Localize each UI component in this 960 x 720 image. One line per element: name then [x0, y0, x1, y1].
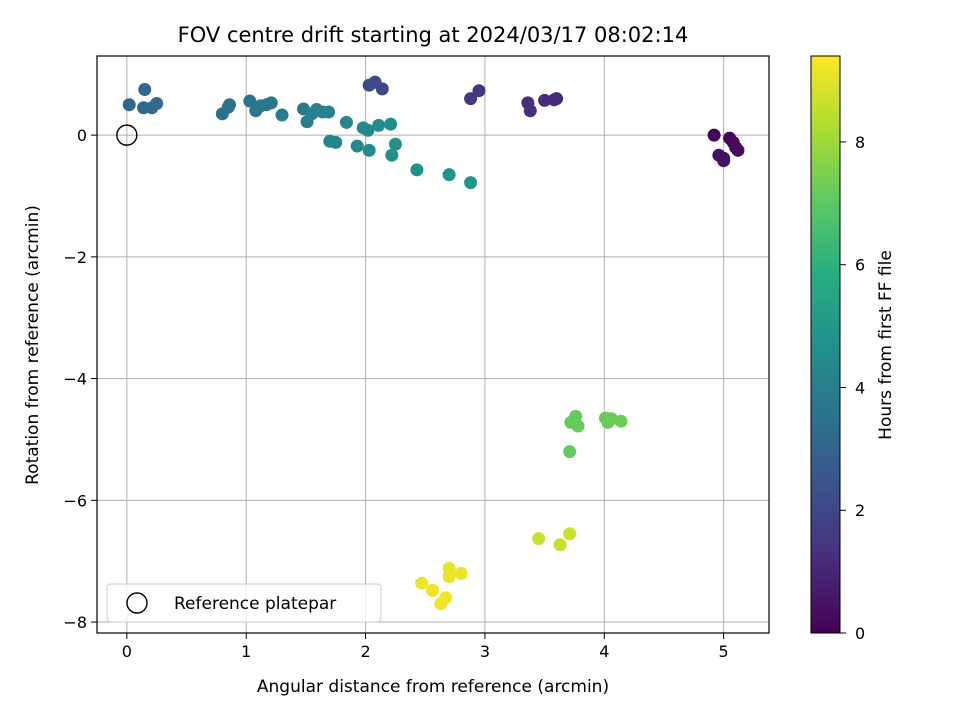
- data-point: [275, 108, 289, 122]
- data-point: [523, 104, 537, 118]
- data-point: [571, 419, 585, 433]
- colorbar-tick-label: 8: [855, 133, 865, 152]
- data-point: [425, 583, 439, 597]
- data-point: [410, 163, 424, 177]
- data-point: [614, 414, 628, 428]
- data-point: [442, 569, 456, 583]
- data-point: [384, 117, 398, 131]
- data-point: [362, 78, 376, 92]
- data-point: [362, 143, 376, 157]
- colorbar: 0 2 4 6 8 Hours from first FF file: [810, 55, 896, 643]
- legend-box: [106, 583, 382, 623]
- data-point: [388, 137, 402, 151]
- y-tick-label: −6: [63, 491, 87, 510]
- data-point: [464, 92, 478, 106]
- data-point: [361, 123, 375, 137]
- data-point: [717, 151, 731, 165]
- data-point: [385, 148, 399, 162]
- data-points: [122, 75, 745, 611]
- data-point: [339, 115, 353, 129]
- chart-title: FOV centre drift starting at 2024/03/17 …: [178, 23, 689, 47]
- y-tick-label: −8: [63, 613, 87, 632]
- data-point: [472, 84, 486, 98]
- y-tick-label: −2: [63, 248, 87, 267]
- data-point: [415, 576, 429, 590]
- data-point: [532, 532, 546, 546]
- reference-platepar-marker: [116, 124, 138, 146]
- x-tick-label: 2: [360, 642, 370, 661]
- data-point: [538, 93, 552, 107]
- y-tick-label: 0: [77, 126, 87, 145]
- x-tick-label: 4: [599, 642, 609, 661]
- data-point: [264, 96, 278, 110]
- data-point: [563, 445, 577, 459]
- legend-label: Reference platepar: [174, 594, 336, 614]
- data-point: [454, 566, 468, 580]
- x-tick-label: 5: [719, 642, 729, 661]
- y-tick-label: −4: [63, 370, 87, 389]
- data-point: [707, 128, 721, 142]
- data-point: [547, 93, 561, 107]
- data-point: [322, 105, 336, 119]
- y-axis-label: Rotation from reference (arcmin): [23, 205, 43, 485]
- data-point: [329, 135, 343, 149]
- colorbar-tick-label: 0: [855, 624, 865, 643]
- plot-frame: [96, 55, 770, 634]
- data-point: [243, 94, 257, 108]
- reference-layer: [116, 124, 138, 146]
- colorbar-tick-label: 6: [855, 256, 865, 275]
- data-point: [442, 168, 456, 182]
- colorbar-gradient: [810, 55, 841, 634]
- data-point: [372, 118, 386, 132]
- colorbar-label: Hours from first FF file: [876, 250, 896, 440]
- x-tick-label: 0: [122, 642, 132, 661]
- x-tick-label: 3: [480, 642, 490, 661]
- data-point: [222, 98, 236, 112]
- x-axis-label: Angular distance from reference (arcmin): [257, 677, 609, 697]
- data-point: [122, 98, 136, 112]
- legend: Reference platepar: [106, 583, 382, 623]
- data-point: [563, 527, 577, 541]
- data-point: [138, 82, 152, 96]
- data-point: [553, 538, 567, 552]
- colorbar-ticks: 0 2 4 6 8: [840, 133, 865, 643]
- data-point: [601, 415, 615, 429]
- data-point: [464, 176, 478, 190]
- data-point: [434, 597, 448, 611]
- y-axis-ticks: 0 −2 −4 −6 −8: [63, 126, 97, 632]
- colorbar-tick-label: 2: [855, 501, 865, 520]
- legend-marker: [126, 592, 148, 614]
- colorbar-tick-label: 4: [855, 378, 865, 397]
- data-point: [150, 96, 164, 110]
- x-tick-label: 1: [241, 642, 251, 661]
- x-axis-ticks: 0 1 2 3 4 5: [122, 633, 729, 661]
- data-point: [350, 139, 364, 153]
- data-point: [731, 143, 745, 157]
- grid: [97, 56, 769, 633]
